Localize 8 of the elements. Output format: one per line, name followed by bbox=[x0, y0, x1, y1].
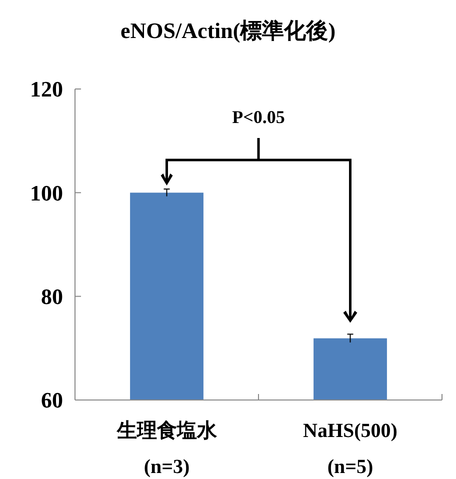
y-tick-label: 100 bbox=[30, 180, 63, 206]
annotation: P<0.05 bbox=[232, 107, 285, 127]
x-tick-label: NaHS(500) (n=5) bbox=[303, 420, 398, 478]
y-tick-label: 60 bbox=[41, 388, 63, 413]
chart-title: eNOS/Actin(標準化後) bbox=[120, 18, 336, 43]
y-tick-label: 120 bbox=[30, 76, 63, 102]
x-tick-label: 生理食塩水 (n=3) bbox=[116, 420, 218, 478]
y-tick-label: 80 bbox=[41, 284, 63, 310]
